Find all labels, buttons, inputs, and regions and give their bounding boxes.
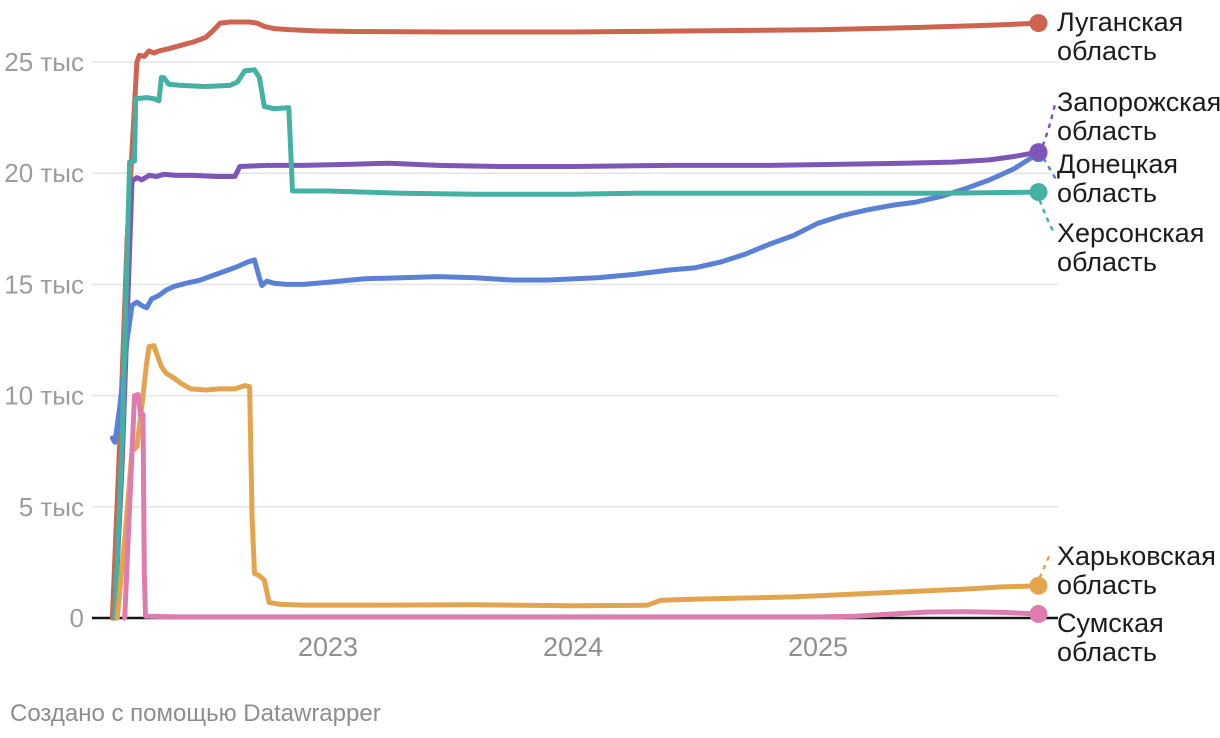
series-end-dot-kharkiv [1029, 576, 1048, 595]
series-end-dot-sumy [1029, 604, 1048, 623]
series-line-lugansk [109, 19, 1041, 621]
leader-line-donetsk [1042, 157, 1059, 183]
y-tick-label: 15 тыс [4, 269, 84, 299]
series-line-donetsk [109, 150, 1041, 445]
y-tick-label: 5 тыс [19, 492, 84, 522]
series-label-lugansk: Луганская область [1057, 7, 1184, 66]
series-end-dot-lugansk [1029, 14, 1048, 33]
datawrapper-attribution-link[interactable]: Создано с помощью Datawrapper [10, 700, 381, 727]
y-tick-label: 25 тыс [4, 47, 84, 77]
leader-line-kherson [1038, 199, 1055, 233]
x-tick-label: 2023 [298, 632, 358, 662]
x-tick-label: 2025 [788, 632, 848, 662]
series-line-sumy [122, 392, 1041, 621]
series-label-sumy: Сумская область [1057, 608, 1164, 667]
y-tick-label: 0 [70, 603, 84, 633]
series-end-dot-kherson [1029, 183, 1048, 202]
series-label-kharkiv: Харьковская область [1057, 541, 1216, 600]
y-tick-label: 10 тыс [4, 381, 84, 411]
series-end-dot-zaporizhzhia [1029, 143, 1048, 162]
series-line-zaporizhzhia [112, 149, 1041, 621]
series-label-kherson: Херсонская область [1057, 218, 1205, 277]
series-label-donetsk: Донецкая область [1057, 149, 1179, 208]
leader-line-zaporizhzhia [1041, 102, 1057, 147]
series-line-kherson [112, 67, 1041, 621]
y-tick-label: 20 тыс [4, 158, 84, 188]
line-chart-svg[interactable]: 2023 2024 2025 0 5 тыс 10 тыс 15 тыс 20 тыс 25 т… [0, 0, 1220, 690]
x-tick-label: 2024 [543, 632, 603, 662]
series-label-zaporizhzhia: Запорожская область [1057, 87, 1220, 146]
series-line-kharkiv [114, 343, 1041, 621]
leader-line-kharkiv [1038, 550, 1053, 579]
